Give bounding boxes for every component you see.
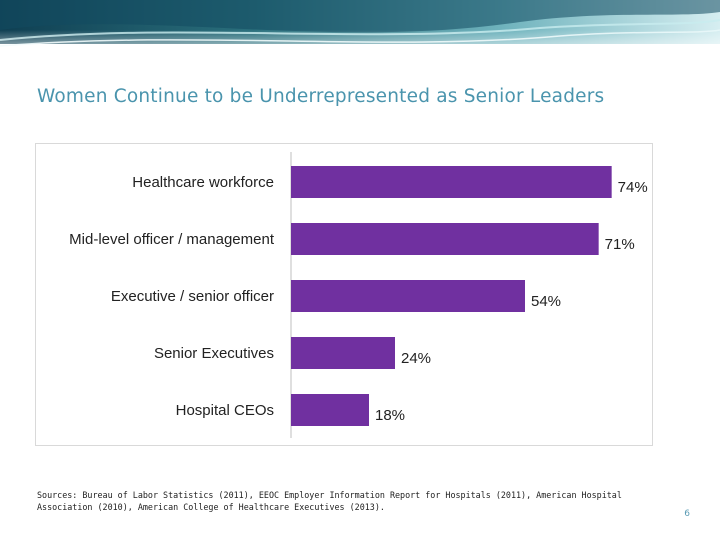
bar-1 [291,223,599,255]
bar-4 [291,394,369,426]
slide-title: Women Continue to be Underrepresented as… [37,86,605,107]
bar-0 [291,166,612,198]
category-label-0: Healthcare workforce [132,174,274,191]
data-label-4: 18% [375,407,405,424]
header-banner [0,0,720,62]
bar-chart: Healthcare workforce 74% Mid-level officer… [69,152,648,438]
bar-3 [291,337,395,369]
data-label-1: 71% [605,236,635,253]
data-label-2: 54% [531,293,561,310]
data-label-3: 24% [401,350,431,367]
category-label-1: Mid-level officer / management [69,231,275,248]
category-label-3: Senior Executives [154,345,274,362]
bar-2 [291,280,525,312]
data-label-0: 74% [618,179,648,196]
sources-note: Sources: Bureau of Labor Statistics (201… [37,490,622,512]
category-label-2: Executive / senior officer [111,288,274,305]
chart-container: Healthcare workforce 74% Mid-level officer… [35,143,653,446]
category-label-4: Hospital CEOs [176,402,274,419]
page-number: 6 [684,509,690,519]
